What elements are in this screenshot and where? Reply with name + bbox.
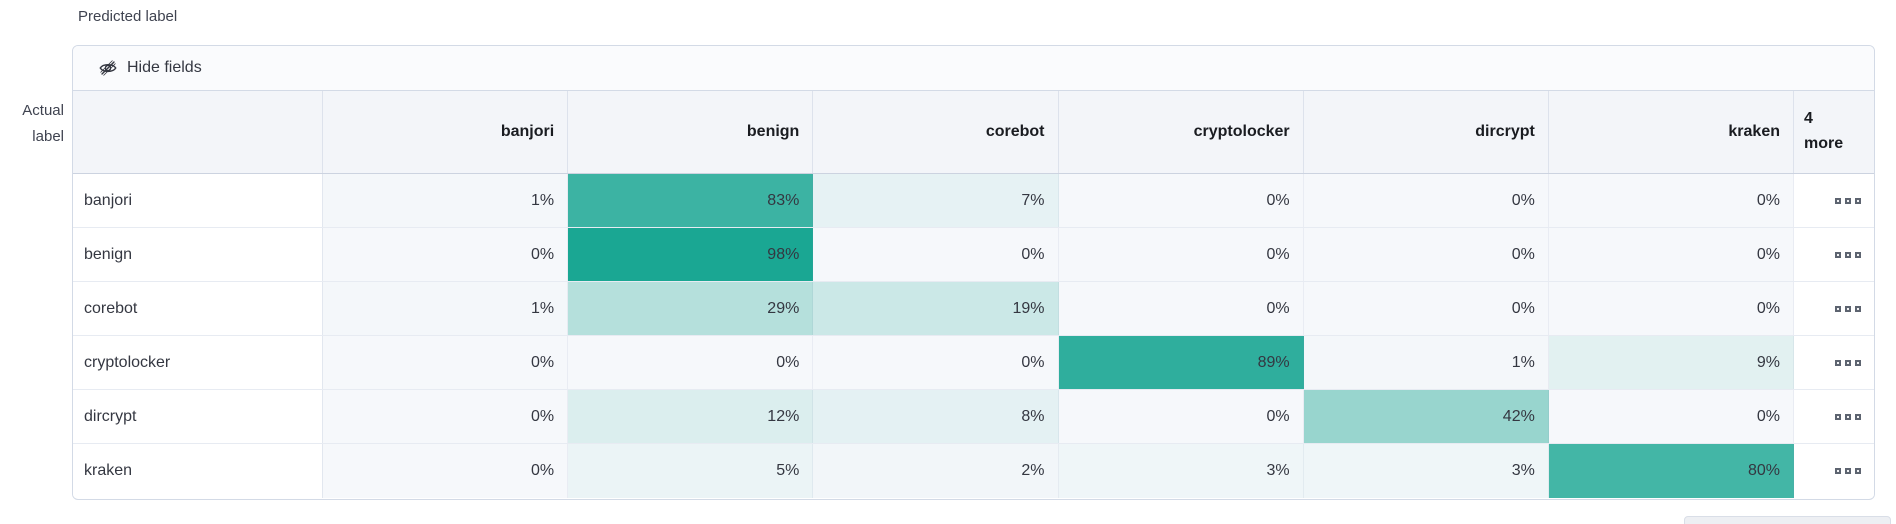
column-header-banjori[interactable]: banjori (323, 91, 569, 173)
boxes-horizontal-icon (1855, 413, 1861, 420)
boxes-horizontal-icon (1835, 197, 1841, 204)
boxes-horizontal-icon (1855, 251, 1861, 258)
cell-banjori-cryptolocker[interactable]: 0% (1058, 174, 1304, 227)
cell-banjori-kraken[interactable]: 0% (1548, 174, 1794, 227)
cell-banjori-benign[interactable]: 83% (568, 174, 814, 227)
grid-header-row: banjori benign corebot cryptolocker dircrypt… (73, 91, 1874, 174)
boxes-horizontal-icon (1845, 359, 1851, 366)
cell-dircrypt-dircrypt[interactable]: 42% (1303, 390, 1549, 443)
cell-dircrypt-corebot[interactable]: 8% (813, 390, 1059, 443)
grid-body: banjori 1% 83% 7% 0% 0% 0% benign 0% 98% 0% 0% 0% 0% c… (73, 174, 1874, 498)
cell-corebot-banjori[interactable]: 1% (323, 282, 569, 335)
cell-benign-banjori[interactable]: 0% (323, 228, 569, 281)
cell-kraken-dircrypt[interactable]: 3% (1303, 444, 1549, 498)
cell-benign-kraken[interactable]: 0% (1548, 228, 1794, 281)
column-header-corebot[interactable]: corebot (813, 91, 1059, 173)
cell-kraken-kraken[interactable]: 80% (1548, 444, 1794, 498)
table-row-cryptolocker: cryptolocker 0% 0% 0% 89% 1% 9% (73, 336, 1874, 390)
boxes-horizontal-icon (1835, 359, 1841, 366)
boxes-horizontal-icon (1855, 468, 1861, 474)
boxes-horizontal-icon (1855, 305, 1861, 312)
cell-benign-corebot[interactable]: 0% (813, 228, 1059, 281)
more-columns-count: 4 (1804, 110, 1813, 128)
boxes-horizontal-icon (1845, 197, 1851, 204)
cell-banjori-banjori[interactable]: 1% (323, 174, 569, 227)
boxes-horizontal-icon (1845, 305, 1851, 312)
cell-banjori-corebot[interactable]: 7% (813, 174, 1059, 227)
row-actions-button[interactable] (1794, 174, 1874, 227)
boxes-horizontal-icon (1845, 468, 1851, 474)
cell-banjori-dircrypt[interactable]: 0% (1303, 174, 1549, 227)
boxes-horizontal-icon (1845, 413, 1851, 420)
cell-dircrypt-banjori[interactable]: 0% (323, 390, 569, 443)
cell-cryptolocker-cryptolocker[interactable]: 89% (1058, 336, 1304, 389)
column-header-dircrypt[interactable]: dircrypt (1304, 91, 1549, 173)
row-header-cryptolocker[interactable]: cryptolocker (73, 336, 323, 389)
actual-label-line1: Actual (22, 102, 64, 119)
cell-cryptolocker-kraken[interactable]: 9% (1548, 336, 1794, 389)
row-actions-button[interactable] (1794, 390, 1874, 443)
table-row-banjori: banjori 1% 83% 7% 0% 0% 0% (73, 174, 1874, 228)
cell-cryptolocker-dircrypt[interactable]: 1% (1303, 336, 1549, 389)
cell-cryptolocker-benign[interactable]: 0% (568, 336, 814, 389)
cell-kraken-cryptolocker[interactable]: 3% (1058, 444, 1304, 498)
row-header-corebot[interactable]: corebot (73, 282, 323, 335)
cell-kraken-corebot[interactable]: 2% (813, 444, 1059, 498)
row-header-banjori[interactable]: banjori (73, 174, 323, 227)
cell-benign-benign[interactable]: 98% (568, 228, 814, 281)
cell-corebot-dircrypt[interactable]: 0% (1303, 282, 1549, 335)
actual-label: Actual label (6, 98, 64, 149)
horizontal-scrollbar[interactable] (1684, 516, 1891, 524)
column-header-cryptolocker[interactable]: cryptolocker (1059, 91, 1304, 173)
column-header-benign[interactable]: benign (568, 91, 814, 173)
boxes-horizontal-icon (1835, 305, 1841, 312)
more-columns-word: more (1804, 135, 1844, 152)
row-actions-button[interactable] (1794, 282, 1874, 335)
row-actions-button[interactable] (1794, 444, 1874, 498)
boxes-horizontal-icon (1855, 197, 1861, 204)
cell-dircrypt-kraken[interactable]: 0% (1548, 390, 1794, 443)
actual-label-line2: label (32, 127, 64, 145)
boxes-horizontal-icon (1845, 251, 1851, 258)
cell-corebot-corebot[interactable]: 19% (813, 282, 1059, 335)
boxes-horizontal-icon (1835, 468, 1841, 474)
cell-benign-dircrypt[interactable]: 0% (1303, 228, 1549, 281)
boxes-horizontal-icon (1855, 359, 1861, 366)
cell-kraken-banjori[interactable]: 0% (323, 444, 569, 498)
row-header-benign[interactable]: benign (73, 228, 323, 281)
table-row-dircrypt: dircrypt 0% 12% 8% 0% 42% 0% (73, 390, 1874, 444)
hide-fields-label: Hide fields (127, 59, 202, 76)
cell-benign-cryptolocker[interactable]: 0% (1058, 228, 1304, 281)
cell-dircrypt-benign[interactable]: 12% (568, 390, 814, 443)
cell-kraken-benign[interactable]: 5% (568, 444, 814, 498)
predicted-label: Predicted label (78, 8, 178, 25)
row-actions-button[interactable] (1794, 336, 1874, 389)
cell-corebot-cryptolocker[interactable]: 0% (1058, 282, 1304, 335)
boxes-horizontal-icon (1835, 413, 1841, 420)
column-header-kraken[interactable]: kraken (1549, 91, 1794, 173)
row-header-kraken[interactable]: kraken (73, 444, 323, 498)
boxes-horizontal-icon (1835, 251, 1841, 258)
table-row-kraken: kraken 0% 5% 2% 3% 3% 80% (73, 444, 1874, 498)
cell-corebot-kraken[interactable]: 0% (1548, 282, 1794, 335)
cell-dircrypt-cryptolocker[interactable]: 0% (1058, 390, 1304, 443)
corner-cell (73, 91, 323, 173)
table-row-corebot: corebot 1% 29% 19% 0% 0% 0% (73, 282, 1874, 336)
table-row-benign: benign 0% 98% 0% 0% 0% 0% (73, 228, 1874, 282)
cell-cryptolocker-corebot[interactable]: 0% (813, 336, 1059, 389)
hide-fields-button[interactable]: Hide fields (73, 46, 1874, 91)
cell-cryptolocker-banjori[interactable]: 0% (323, 336, 569, 389)
eye-closed-icon (99, 60, 117, 76)
cell-corebot-benign[interactable]: 29% (568, 282, 814, 335)
more-columns-header[interactable]: 4 more (1794, 91, 1874, 173)
row-actions-button[interactable] (1794, 228, 1874, 281)
data-grid: Hide fields banjori benign corebot cryptolo… (72, 45, 1875, 500)
row-header-dircrypt[interactable]: dircrypt (73, 390, 323, 443)
